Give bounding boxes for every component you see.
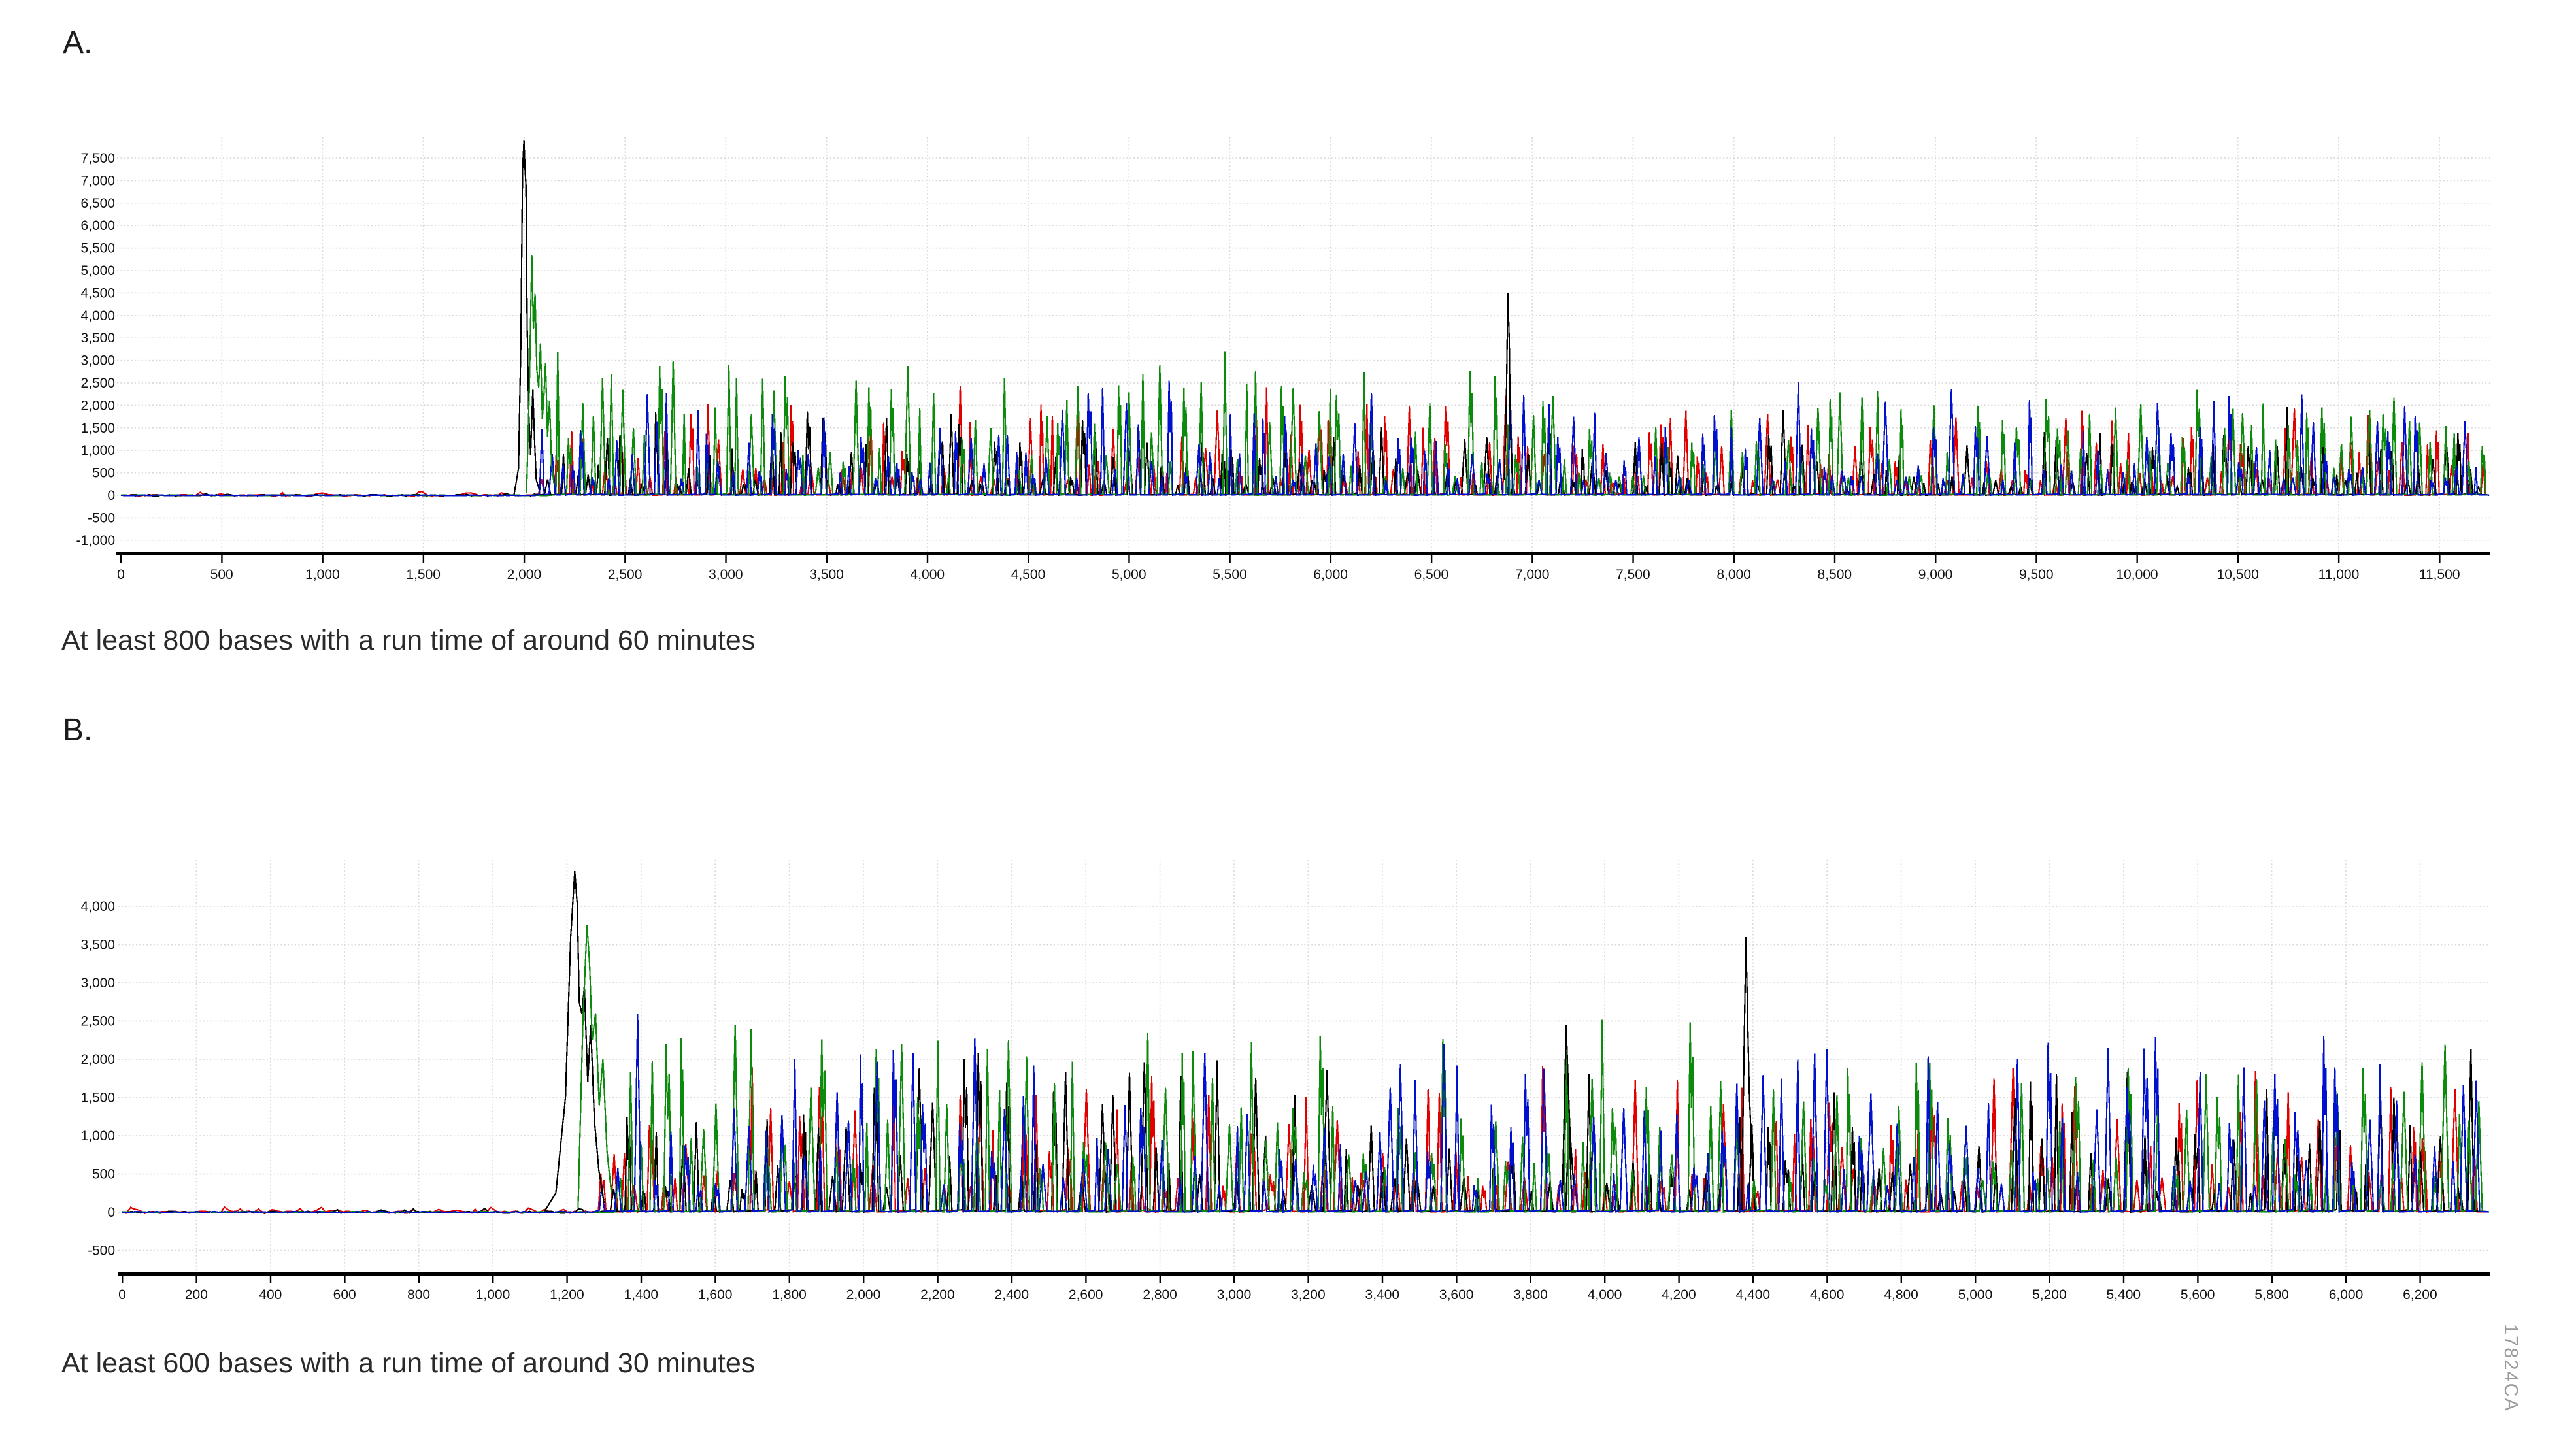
svg-text:9,000: 9,000 [1918,567,1953,582]
svg-text:5,500: 5,500 [1213,567,1247,582]
electropherogram-chart-a: 7,500 7,000 6,500 6,000 5,500 5,000 4,500 4,000… [0,127,2576,598]
svg-text:3,000: 3,000 [1217,1287,1252,1302]
svg-text:200: 200 [185,1287,208,1302]
svg-text:600: 600 [333,1287,356,1302]
svg-text:4,000: 4,000 [80,899,115,914]
svg-text:3,800: 3,800 [1513,1287,1548,1302]
svg-text:5,000: 5,000 [1958,1287,1993,1302]
svg-text:1,500: 1,500 [406,567,441,582]
svg-text:5,000: 5,000 [80,263,115,278]
svg-text:2,500: 2,500 [608,567,643,582]
panel-b-label: B. [63,713,93,748]
svg-text:500: 500 [92,466,115,481]
svg-text:2,500: 2,500 [80,1014,115,1029]
chart-a-plot: 7,500 7,000 6,500 6,000 5,500 5,000 4,500 4,000… [76,137,2490,582]
svg-text:0: 0 [107,1205,115,1220]
figure-id-vertical-text: 17824CA [2500,1324,2521,1412]
svg-text:2,000: 2,000 [80,398,115,413]
svg-text:6,000: 6,000 [2329,1287,2364,1302]
svg-text:2,500: 2,500 [80,376,115,391]
svg-text:-1,000: -1,000 [76,533,115,548]
svg-text:5,400: 5,400 [2107,1287,2141,1302]
svg-text:1,600: 1,600 [698,1287,733,1302]
svg-text:1,000: 1,000 [305,567,340,582]
svg-text:7,500: 7,500 [80,151,115,166]
svg-text:4,600: 4,600 [1810,1287,1845,1302]
caption-a: At least 800 bases with a run time of ar… [61,625,756,656]
svg-text:4,200: 4,200 [1662,1287,1696,1302]
svg-text:3,200: 3,200 [1291,1287,1326,1302]
svg-text:2,200: 2,200 [920,1287,955,1302]
svg-text:9,500: 9,500 [2019,567,2054,582]
svg-text:2,600: 2,600 [1069,1287,1103,1302]
svg-text:11,500: 11,500 [2419,567,2460,582]
svg-text:1,200: 1,200 [550,1287,584,1302]
svg-text:7,500: 7,500 [1616,567,1650,582]
panel-a-label: A. [63,25,93,60]
svg-text:1,000: 1,000 [80,443,115,458]
svg-text:4,000: 4,000 [80,308,115,323]
svg-text:4,500: 4,500 [1011,567,1046,582]
svg-text:5,800: 5,800 [2254,1287,2289,1302]
svg-text:7,000: 7,000 [1515,567,1550,582]
svg-text:-500: -500 [88,510,115,525]
svg-text:7,000: 7,000 [80,173,115,188]
svg-text:1,000: 1,000 [476,1287,510,1302]
svg-text:10,000: 10,000 [2116,567,2158,582]
svg-text:3,000: 3,000 [80,354,115,369]
svg-text:0: 0 [107,488,115,503]
svg-text:1,400: 1,400 [624,1287,659,1302]
svg-text:400: 400 [259,1287,282,1302]
svg-text:2,000: 2,000 [846,1287,881,1302]
svg-text:800: 800 [407,1287,430,1302]
svg-text:500: 500 [210,567,233,582]
svg-text:4,400: 4,400 [1736,1287,1771,1302]
svg-text:6,500: 6,500 [1414,567,1449,582]
svg-text:0: 0 [118,1287,126,1302]
svg-text:4,800: 4,800 [1884,1287,1918,1302]
svg-text:3,400: 3,400 [1365,1287,1400,1302]
svg-text:6,200: 6,200 [2403,1287,2437,1302]
svg-text:1,000: 1,000 [80,1129,115,1144]
svg-text:5,200: 5,200 [2032,1287,2067,1302]
svg-text:11,000: 11,000 [2318,567,2360,582]
svg-text:1,800: 1,800 [772,1287,807,1302]
svg-text:5,000: 5,000 [1112,567,1146,582]
svg-text:5,600: 5,600 [2181,1287,2215,1302]
svg-text:2,800: 2,800 [1143,1287,1177,1302]
svg-text:3,000: 3,000 [80,976,115,991]
svg-text:4,000: 4,000 [1588,1287,1622,1302]
svg-text:3,600: 3,600 [1439,1287,1474,1302]
svg-text:-500: -500 [88,1244,115,1259]
svg-text:4,000: 4,000 [911,567,945,582]
svg-text:3,500: 3,500 [80,938,115,953]
svg-text:8,000: 8,000 [1716,567,1751,582]
svg-text:8,500: 8,500 [1818,567,1852,582]
svg-text:1,500: 1,500 [80,421,115,436]
svg-text:2,400: 2,400 [995,1287,1029,1302]
svg-text:5,500: 5,500 [80,241,115,256]
chart-b-plot: 4,000 3,500 3,000 2,500 2,000 1,500 1,000 500 0 -… [80,860,2490,1302]
electropherogram-chart-b: 4,000 3,500 3,000 2,500 2,000 1,500 1,000 500 0 -… [0,843,2576,1313]
svg-text:6,500: 6,500 [80,196,115,211]
svg-text:500: 500 [92,1167,115,1182]
svg-text:10,500: 10,500 [2217,567,2259,582]
svg-text:6,000: 6,000 [1313,567,1348,582]
svg-text:4,500: 4,500 [80,286,115,301]
svg-text:6,000: 6,000 [80,218,115,233]
svg-text:3,000: 3,000 [709,567,743,582]
svg-text:2,000: 2,000 [80,1052,115,1067]
svg-text:2,000: 2,000 [507,567,542,582]
svg-text:3,500: 3,500 [809,567,844,582]
svg-text:0: 0 [117,567,125,582]
svg-text:1,500: 1,500 [80,1091,115,1106]
svg-text:3,500: 3,500 [80,331,115,346]
caption-b: At least 600 bases with a run time of ar… [61,1347,756,1379]
